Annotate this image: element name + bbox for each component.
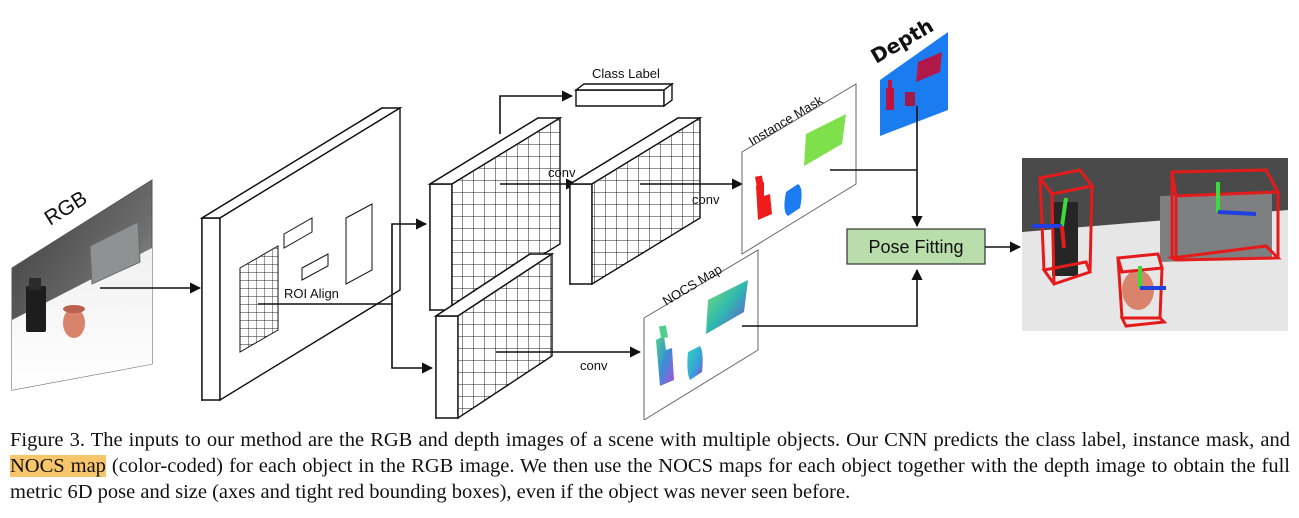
conv-label-3: conv	[580, 358, 608, 373]
roi-align-label: ROI Align	[284, 286, 339, 301]
head-block-upper-1	[427, 116, 563, 312]
class-label-text: Class Label	[592, 66, 660, 81]
pose-fitting-label: Pose Fitting	[868, 237, 963, 257]
caption-part-2: (color-coded) for each object in the RGB…	[10, 455, 1290, 503]
head-block-lower	[433, 252, 555, 420]
figure-caption: Figure 3. The inputs to our method are t…	[10, 427, 1290, 505]
caption-part-1: Figure 3. The inputs to our method are t…	[10, 429, 1290, 451]
pose-fitting-box	[846, 228, 986, 265]
instance-mask-panel	[741, 83, 857, 255]
conv-label-2: conv	[692, 192, 720, 207]
nocs-map-panel	[643, 249, 759, 420]
class-label-vector	[573, 82, 675, 108]
conv-label-1: conv	[548, 165, 576, 180]
pose-axes	[1032, 182, 1257, 290]
method-diagram: RGB ROI Align Class Label conv	[11, 13, 1288, 420]
output-pose-image	[1022, 158, 1288, 331]
head-block-upper-2	[567, 116, 703, 286]
depth-image	[880, 32, 948, 136]
rgb-input-image	[11, 179, 153, 391]
caption-highlight-nocs-map: NOCS map	[10, 455, 106, 477]
backbone-feature-map	[199, 106, 403, 402]
arrow-roi-to-nocs-branch	[391, 304, 434, 374]
arrow-roi-branches	[258, 218, 428, 305]
arrow-nocs-to-pose	[742, 268, 923, 327]
arrow-to-class-label	[499, 90, 574, 134]
